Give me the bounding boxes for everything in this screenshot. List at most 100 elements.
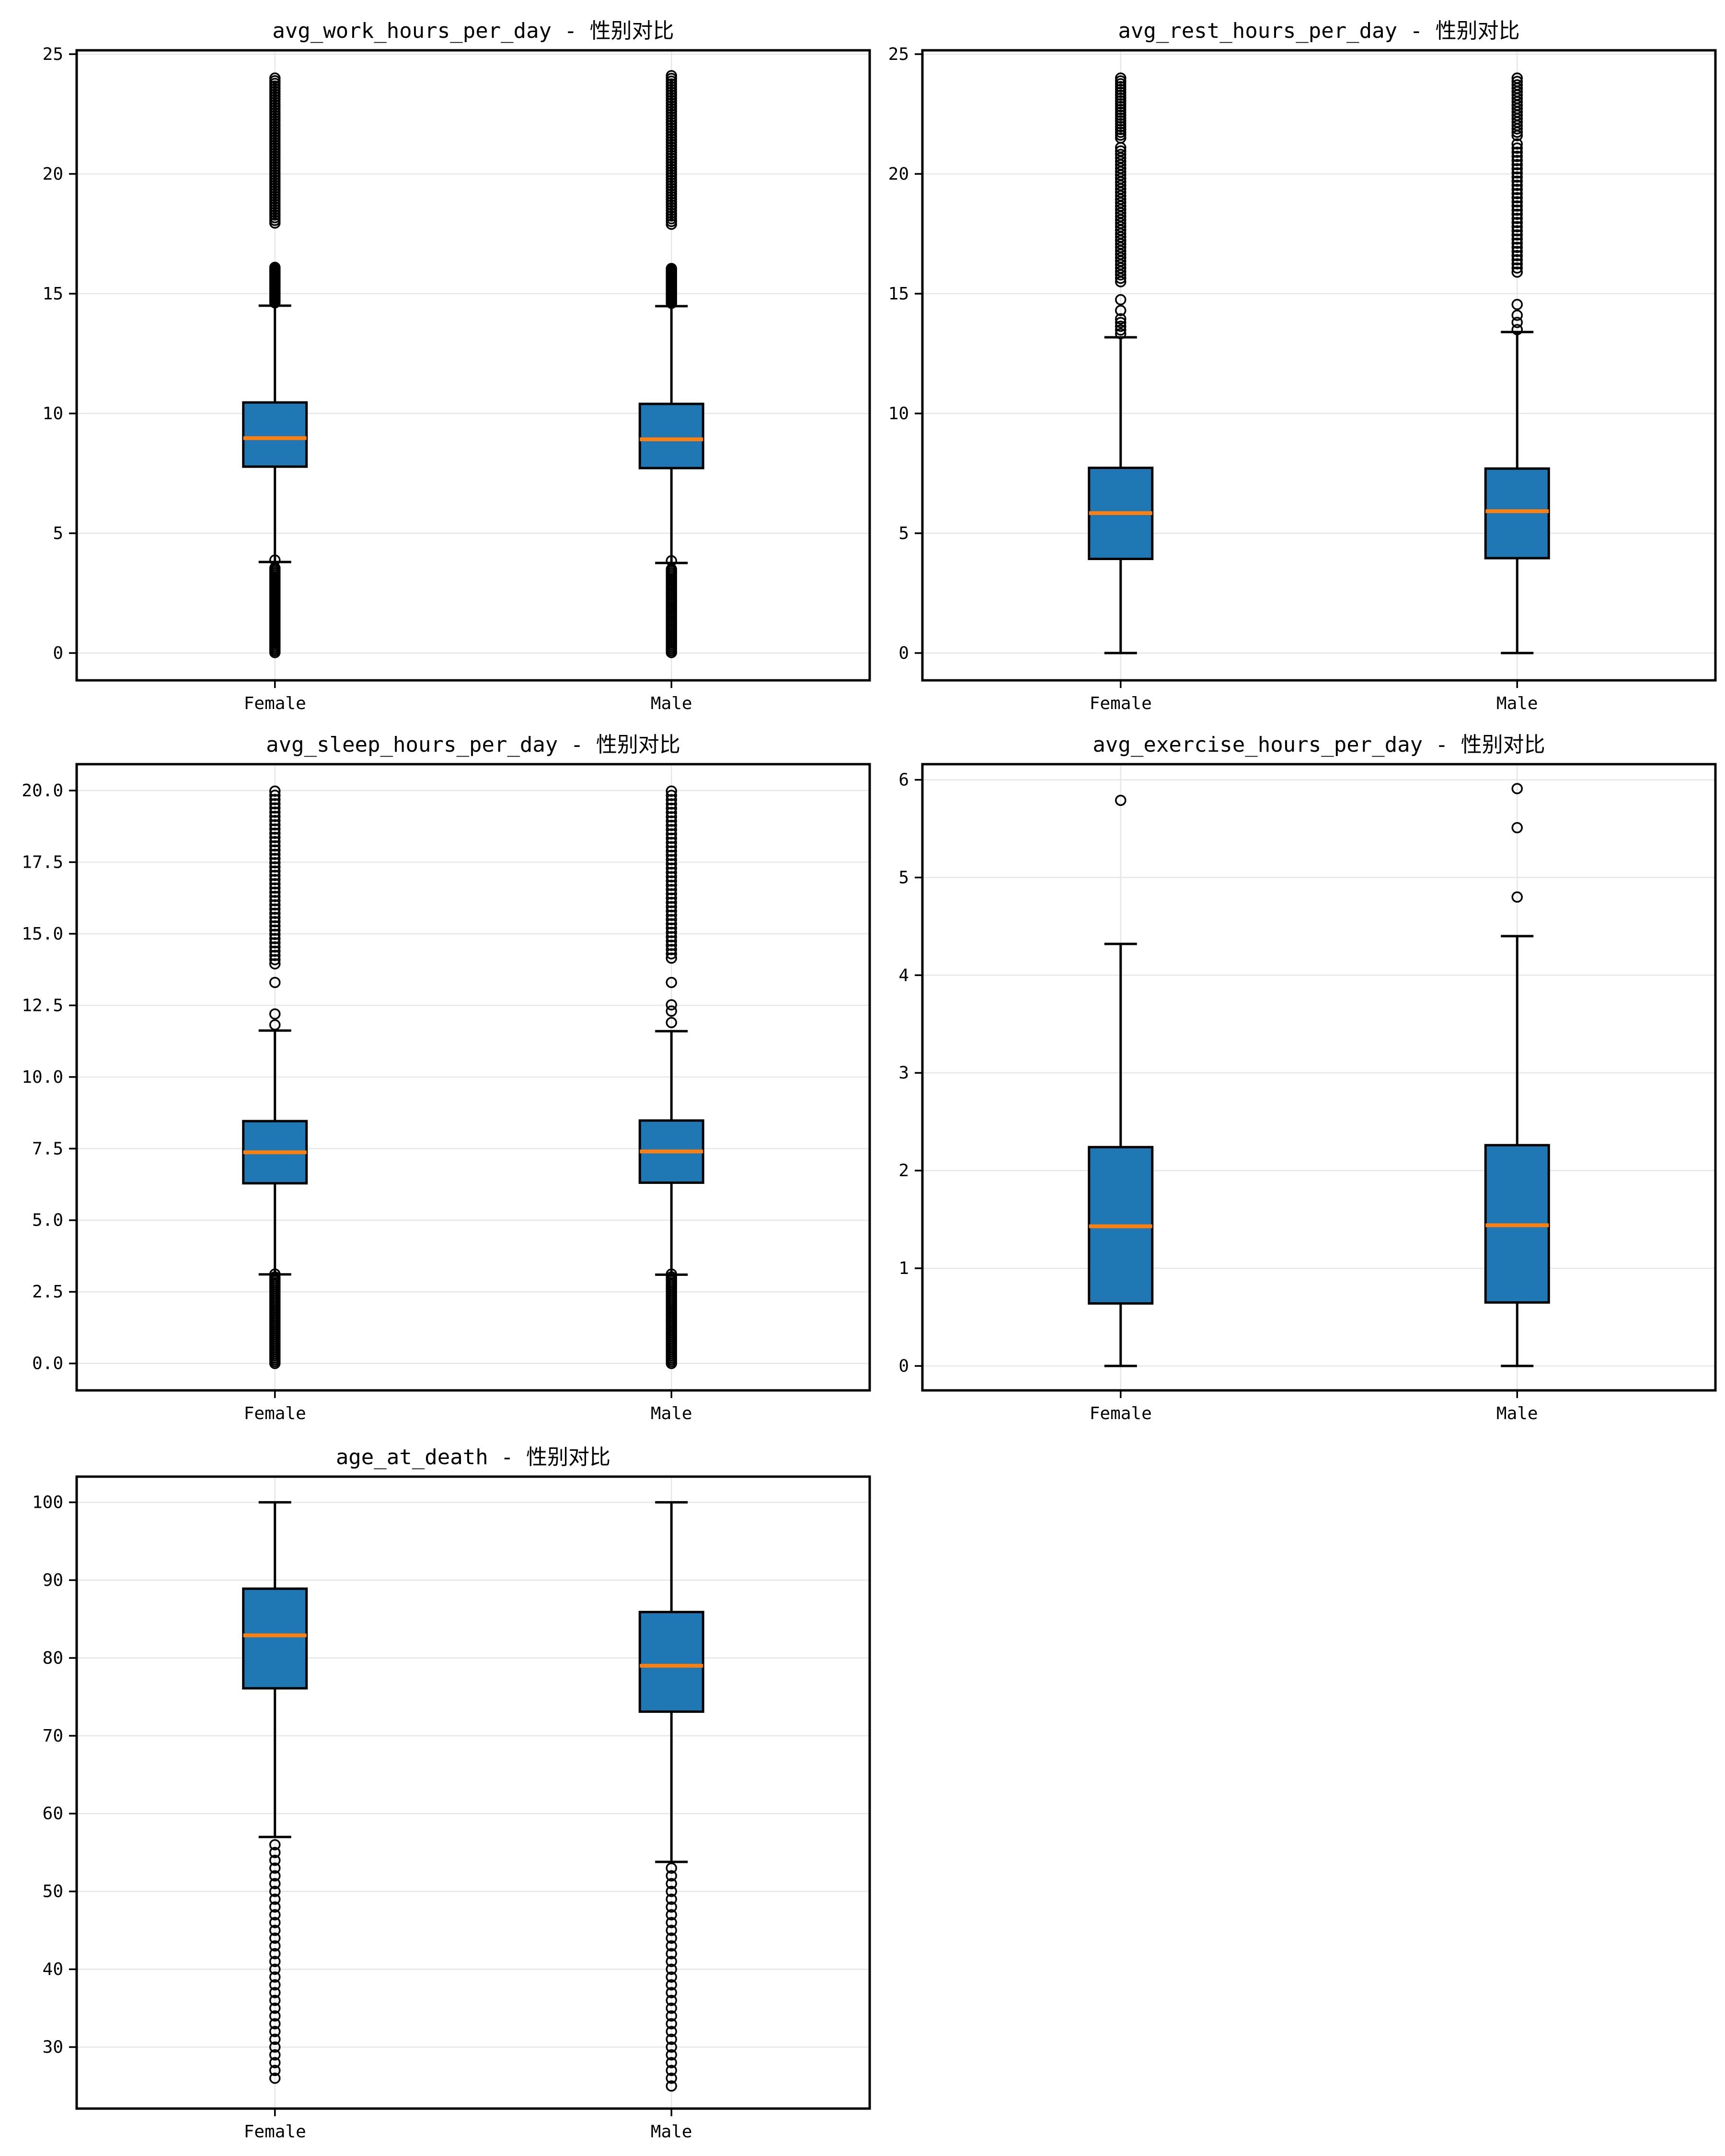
- flier-point: [269, 72, 281, 84]
- x-tick-label: Male: [651, 694, 692, 713]
- flier-point: [1511, 155, 1523, 166]
- flier-point: [269, 794, 281, 805]
- flier-point: [666, 875, 677, 887]
- flier-point: [269, 920, 281, 932]
- x-tick-label: Female: [1090, 694, 1152, 713]
- flier-point: [269, 2018, 281, 2030]
- flier-point: [666, 70, 677, 81]
- y-tick-label: 3: [898, 1063, 909, 1083]
- flier-point: [1115, 149, 1127, 161]
- flier-point: [666, 1995, 677, 2006]
- flier-point: [666, 2072, 677, 2084]
- flier-point: [666, 811, 677, 823]
- flier-point: [666, 1979, 677, 1991]
- x-tick-label: Female: [244, 1404, 306, 1423]
- flier-point: [269, 1008, 281, 1020]
- flier-point: [666, 1948, 677, 1960]
- flier-point: [269, 903, 281, 915]
- flier-point: [269, 806, 281, 818]
- y-tick-label: 5.0: [32, 1211, 63, 1230]
- y-tick-label: 25: [888, 45, 909, 64]
- flier-point: [1115, 328, 1127, 340]
- flier-point: [1511, 188, 1523, 199]
- flier-point: [1511, 237, 1523, 249]
- box: [638, 402, 704, 470]
- flier-point: [1511, 258, 1523, 270]
- flier-point: [666, 2033, 677, 2045]
- flier-point: [1511, 229, 1523, 241]
- flier-point: [666, 1909, 677, 1921]
- y-tick-label: 70: [43, 1726, 63, 1746]
- flier-point: [269, 891, 281, 902]
- flier-point: [269, 1878, 281, 1890]
- flier-point: [666, 909, 677, 921]
- y-tick-label: 10.0: [22, 1067, 63, 1087]
- flier-point: [666, 563, 677, 575]
- flier-point: [269, 1846, 281, 1858]
- plot-frame: [75, 763, 871, 1392]
- x-tick-label: Male: [651, 1404, 692, 1423]
- flier-point: [1511, 822, 1523, 834]
- flier-point: [269, 1893, 281, 1905]
- flier-point: [269, 2010, 281, 2022]
- flier-point: [666, 790, 677, 801]
- flier-point: [269, 1995, 281, 2006]
- flier-point: [1511, 317, 1523, 328]
- flier-point: [666, 892, 677, 904]
- y-tick-label: 0: [898, 1356, 909, 1376]
- y-tick-label: 10: [888, 404, 909, 424]
- flier-point: [666, 1268, 677, 1280]
- flier-point: [1511, 147, 1523, 158]
- flier-point: [269, 827, 281, 839]
- flier-point: [269, 1855, 281, 1866]
- flier-point: [269, 798, 281, 810]
- flier-point: [269, 2057, 281, 2068]
- flier-point: [269, 1870, 281, 1882]
- flier-point: [1511, 225, 1523, 237]
- flier-point: [666, 832, 677, 844]
- flier-point: [269, 882, 281, 894]
- chart-title: avg_rest_hours_per_day - 性别对比: [1118, 19, 1519, 43]
- plot-frame: [75, 49, 871, 682]
- flier-point: [269, 870, 281, 881]
- flier-point: [1511, 163, 1523, 175]
- flier-point: [269, 844, 281, 856]
- flier-point: [1511, 159, 1523, 171]
- x-tick-label: Male: [1496, 1404, 1538, 1423]
- plot-frame: [921, 49, 1717, 682]
- y-tick-label: 0.0: [32, 1354, 63, 1374]
- flier-point: [1511, 241, 1523, 253]
- flier-point: [269, 1839, 281, 1851]
- flier-point: [666, 1893, 677, 1905]
- flier-point: [1511, 192, 1523, 204]
- flier-point: [1511, 324, 1523, 335]
- y-tick-label: 50: [43, 1882, 63, 1902]
- y-tick-label: 4: [898, 965, 909, 985]
- y-tick-label: 60: [43, 1804, 63, 1823]
- flier-point: [1511, 167, 1523, 179]
- y-tick-label: 0: [53, 643, 63, 663]
- flier-point: [1115, 294, 1127, 306]
- box: [242, 1587, 308, 1690]
- flier-point: [1511, 246, 1523, 257]
- x-tick-label: Female: [244, 2122, 306, 2142]
- x-tick-label: Female: [1090, 1404, 1152, 1423]
- flier-point: [269, 802, 281, 814]
- flier-point: [269, 1948, 281, 1960]
- flier-point: [269, 874, 281, 885]
- flier-point: [1511, 208, 1523, 220]
- flier-point: [666, 1925, 677, 1936]
- flier-point: [1511, 171, 1523, 183]
- chart-title: avg_work_hours_per_day - 性别对比: [272, 19, 674, 43]
- flier-point: [269, 945, 281, 957]
- flier-point: [1115, 145, 1127, 157]
- plot-frame: [921, 763, 1717, 1392]
- flier-point: [269, 1987, 281, 1998]
- y-tick-label: 7.5: [32, 1139, 63, 1158]
- flier-point: [666, 1963, 677, 1975]
- x-tick-label: Male: [651, 2122, 692, 2142]
- flier-point: [269, 840, 281, 852]
- flier-point: [269, 941, 281, 953]
- flier-point: [269, 1940, 281, 1952]
- flier-point: [269, 1917, 281, 1928]
